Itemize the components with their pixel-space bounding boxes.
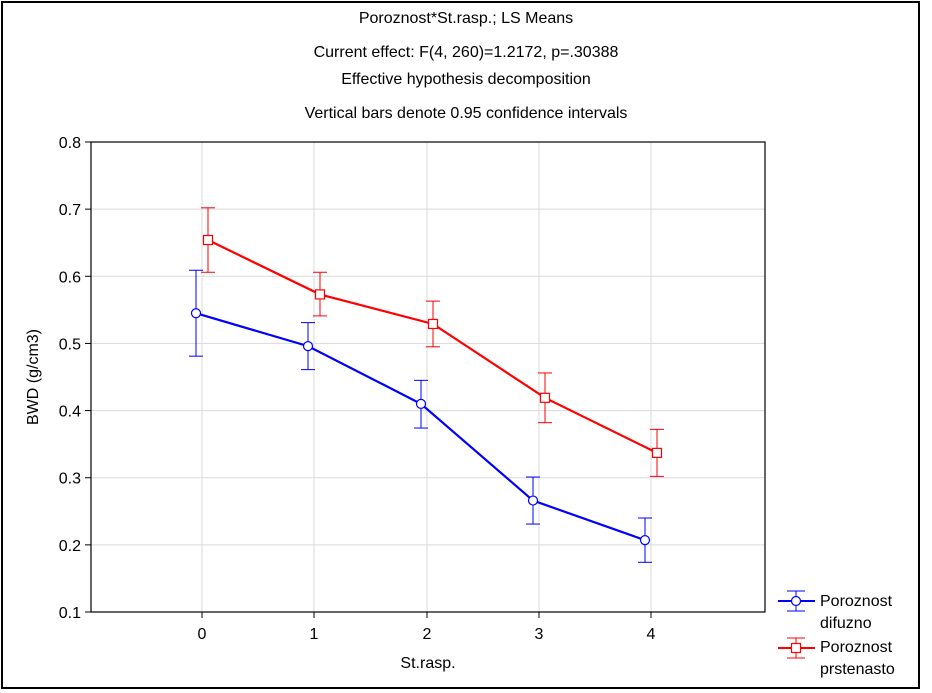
legend-entry-prstenasto: Poroznost prstenasto	[778, 637, 895, 678]
y-axis-label: BWD (g/cm3)	[25, 329, 42, 425]
legend-label-difuzno-line1: Poroznost	[820, 593, 893, 610]
x-tick-label: 1	[310, 626, 319, 643]
data-point	[539, 392, 551, 403]
y-tick-label: 0.4	[59, 404, 81, 421]
data-point	[415, 398, 427, 409]
legend-label-prstenasto-line2: prstenasto	[820, 661, 895, 678]
x-tick-label: 2	[423, 626, 432, 643]
x-axis: 0 1 2 3 4	[198, 612, 656, 643]
y-tick-label: 0.8	[59, 135, 81, 152]
data-point	[202, 234, 214, 246]
y-tick-label: 0.5	[59, 336, 81, 353]
series-layer	[189, 207, 664, 563]
title-line-3: Effective hypothesis decomposition	[341, 71, 591, 88]
data-point	[651, 447, 663, 458]
legend: Poroznost difuzno Poroznost prstenasto	[778, 590, 895, 678]
legend-marker-prstenasto	[790, 642, 802, 654]
y-tick-label: 0.2	[59, 538, 81, 555]
title-line-1: Poroznost*St.rasp.; LS Means	[359, 10, 573, 27]
x-tick-label: 4	[647, 626, 656, 643]
chart-title: Poroznost*St.rasp.; LS Means Current eff…	[305, 10, 628, 122]
y-tick-label: 0.1	[59, 605, 81, 622]
series-prstenasto	[201, 207, 664, 477]
data-point	[302, 341, 314, 352]
x-axis-label: St.rasp.	[400, 655, 455, 672]
legend-label-prstenasto-line1: Poroznost	[820, 639, 893, 656]
series-difuzno	[189, 269, 652, 563]
legend-label-difuzno-line2: difuzno	[820, 615, 872, 632]
data-point	[314, 289, 326, 300]
y-tick-label: 0.7	[59, 202, 81, 219]
y-tick-label: 0.6	[59, 269, 81, 286]
data-point	[190, 308, 202, 319]
data-point	[639, 535, 651, 546]
title-line-2: Current effect: F(4, 260)=1.2172, p=.303…	[314, 44, 619, 61]
y-axis: 0.1 0.2 0.3 0.4 0.5 0.6 0.7 0.8	[59, 135, 91, 622]
legend-marker-difuzno	[790, 595, 802, 607]
plot-area-border	[90, 141, 766, 613]
data-point	[427, 318, 439, 330]
chart-frame	[1, 1, 920, 689]
x-tick-label: 3	[535, 626, 544, 643]
x-tick-label: 0	[198, 626, 207, 643]
title-line-4: Vertical bars denote 0.95 confidence int…	[305, 105, 628, 122]
y-tick-label: 0.3	[59, 471, 81, 488]
data-point	[527, 495, 539, 506]
legend-entry-difuzno: Poroznost difuzno	[778, 590, 893, 632]
